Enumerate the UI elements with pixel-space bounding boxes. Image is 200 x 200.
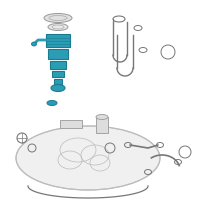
Ellipse shape [44, 14, 72, 22]
Ellipse shape [47, 100, 57, 106]
Ellipse shape [51, 84, 65, 92]
FancyBboxPatch shape [52, 71, 64, 77]
FancyBboxPatch shape [54, 79, 62, 84]
Ellipse shape [48, 23, 68, 30]
Ellipse shape [32, 42, 36, 46]
FancyBboxPatch shape [48, 49, 68, 59]
FancyBboxPatch shape [60, 120, 82, 128]
FancyBboxPatch shape [46, 34, 70, 47]
Ellipse shape [96, 114, 108, 119]
Ellipse shape [16, 126, 160, 190]
FancyBboxPatch shape [50, 61, 66, 69]
FancyBboxPatch shape [96, 117, 108, 133]
